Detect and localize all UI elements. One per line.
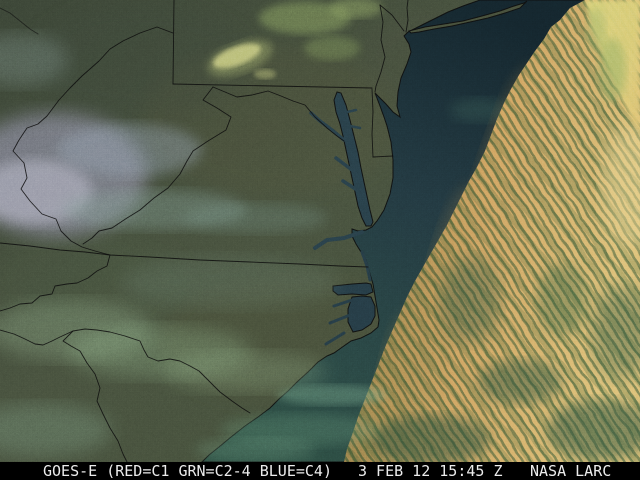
credit-label: NASA LARC [530, 462, 612, 480]
timestamp-label: 3 FEB 12 15:45 Z [358, 462, 503, 480]
status-bar: GOES-E (RED=C1 GRN=C2-4 BLUE=C4) 3 FEB 1… [0, 462, 640, 480]
grain-overlay [0, 0, 640, 462]
satellite-image [0, 0, 640, 462]
product-label: GOES-E (RED=C1 GRN=C2-4 BLUE=C4) [43, 462, 332, 480]
